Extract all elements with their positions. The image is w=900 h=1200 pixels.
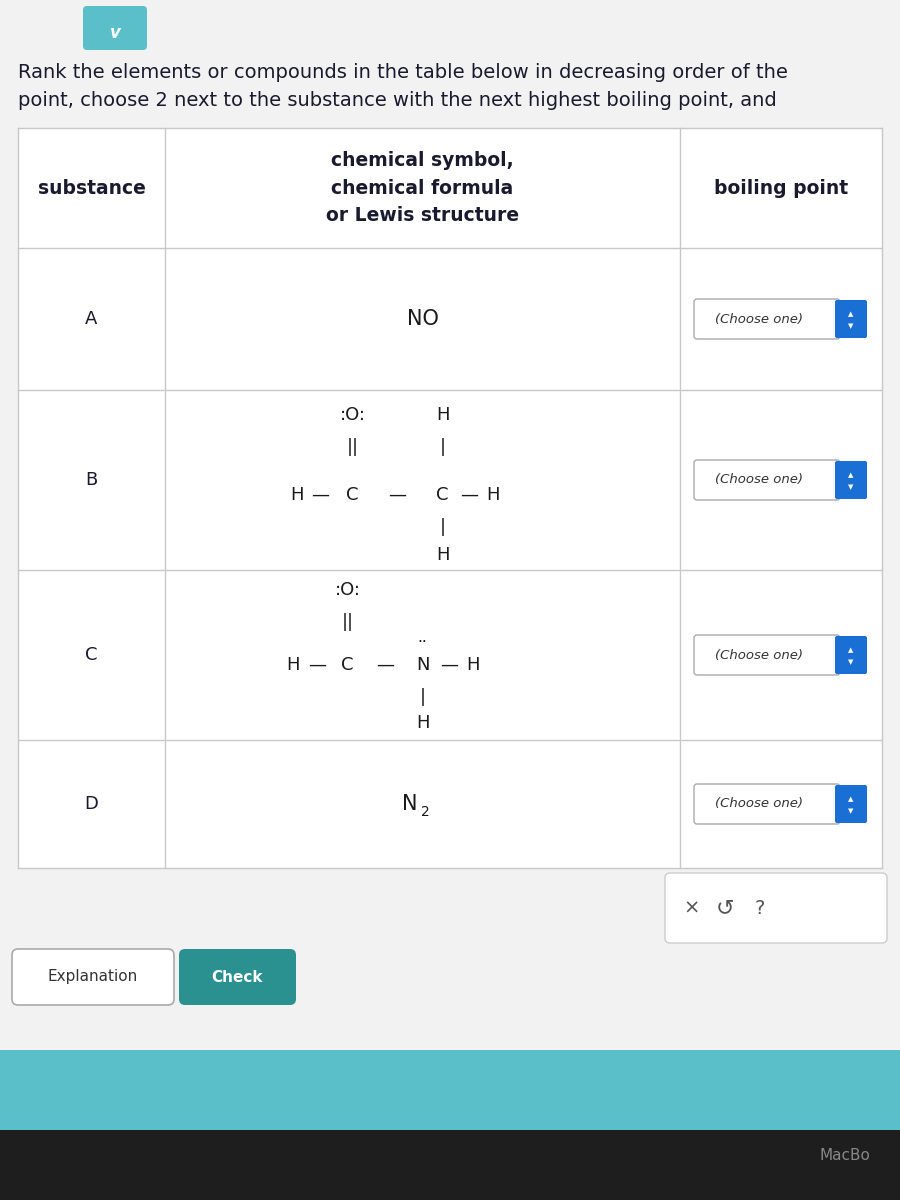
FancyBboxPatch shape — [694, 460, 840, 500]
FancyBboxPatch shape — [665, 874, 887, 943]
Text: ▼: ▼ — [849, 808, 854, 814]
Text: NO: NO — [407, 308, 438, 329]
Text: ▼: ▼ — [849, 323, 854, 329]
Text: C: C — [86, 646, 98, 664]
Text: —: — — [461, 486, 479, 504]
Text: C: C — [346, 486, 359, 504]
Text: :O:: :O: — [335, 581, 361, 599]
Bar — [0, 1130, 900, 1200]
Text: (Choose one): (Choose one) — [715, 798, 803, 810]
Text: ||: || — [341, 613, 354, 631]
Text: H: H — [436, 406, 449, 424]
Text: ▲: ▲ — [849, 647, 854, 653]
Text: Check: Check — [212, 970, 263, 984]
Text: substance: substance — [38, 179, 146, 198]
Text: |: | — [439, 518, 446, 536]
Text: ×: × — [684, 899, 700, 918]
Text: H: H — [416, 714, 429, 732]
Text: ↺: ↺ — [716, 898, 734, 918]
Text: |: | — [419, 688, 426, 706]
Text: MacBo: MacBo — [819, 1147, 870, 1163]
Text: H: H — [436, 546, 449, 564]
Text: 2: 2 — [420, 805, 429, 818]
Text: (Choose one): (Choose one) — [715, 648, 803, 661]
Text: (Choose one): (Choose one) — [715, 312, 803, 325]
FancyBboxPatch shape — [694, 299, 840, 338]
Text: C: C — [436, 486, 449, 504]
Text: B: B — [86, 470, 97, 490]
Text: H: H — [286, 656, 299, 674]
Text: boiling point: boiling point — [714, 179, 848, 198]
Text: ▼: ▼ — [849, 484, 854, 490]
Bar — [18, 128, 882, 868]
Text: —: — — [440, 656, 458, 674]
Text: ||: || — [346, 438, 358, 456]
Text: —: — — [376, 656, 394, 674]
FancyBboxPatch shape — [179, 949, 296, 1006]
Text: H: H — [466, 656, 479, 674]
Text: —: — — [309, 656, 327, 674]
Text: (Choose one): (Choose one) — [715, 474, 803, 486]
Text: C: C — [341, 656, 354, 674]
FancyBboxPatch shape — [694, 635, 840, 674]
Text: H: H — [486, 486, 500, 504]
Text: Rank the elements or compounds in the table below in decreasing order of the: Rank the elements or compounds in the ta… — [18, 62, 788, 82]
FancyBboxPatch shape — [835, 785, 867, 823]
Text: ▲: ▲ — [849, 311, 854, 317]
Text: —: — — [389, 486, 407, 504]
FancyBboxPatch shape — [835, 300, 867, 338]
Text: H: H — [291, 486, 304, 504]
Text: Explanation: Explanation — [48, 970, 138, 984]
Text: D: D — [85, 794, 98, 814]
Text: v: v — [110, 24, 121, 42]
Text: chemical symbol,
chemical formula
or Lewis structure: chemical symbol, chemical formula or Lew… — [326, 151, 519, 224]
FancyBboxPatch shape — [835, 636, 867, 674]
Text: ▲: ▲ — [849, 796, 854, 802]
Text: :O:: :O: — [339, 406, 365, 424]
Bar — [0, 1050, 900, 1130]
Text: N: N — [402, 794, 418, 814]
Text: |: | — [439, 438, 446, 456]
Text: ▼: ▼ — [849, 659, 854, 665]
FancyBboxPatch shape — [83, 6, 147, 50]
Text: ..: .. — [418, 630, 428, 644]
Text: N: N — [416, 656, 429, 674]
FancyBboxPatch shape — [694, 784, 840, 824]
Text: point, choose 2 next to the substance with the next highest boiling point, and: point, choose 2 next to the substance wi… — [18, 90, 789, 109]
FancyBboxPatch shape — [835, 461, 867, 499]
FancyBboxPatch shape — [12, 949, 174, 1006]
Text: —: — — [311, 486, 329, 504]
Text: ?: ? — [755, 899, 765, 918]
Text: A: A — [86, 310, 98, 328]
Text: ▲: ▲ — [849, 472, 854, 478]
